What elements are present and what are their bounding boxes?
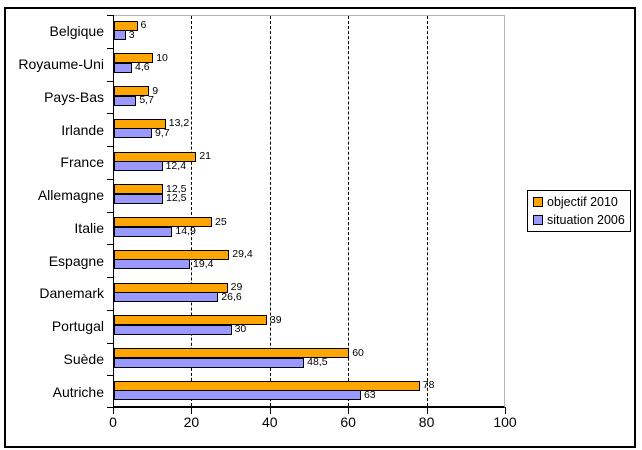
gridline-20 — [191, 16, 193, 406]
bar-objectif-2010-autriche — [114, 380, 420, 391]
bar-situation-2006-autriche — [114, 390, 361, 401]
category-label-france: France — [60, 154, 104, 171]
bar-situation-2006-italie — [114, 226, 173, 237]
category-tick — [107, 178, 114, 180]
bar-value-label-objectif-2010-pays-bas: 9 — [152, 84, 159, 97]
x-axis-label-100: 100 — [493, 414, 517, 430]
bar-situation-2006-belgique — [114, 30, 126, 41]
bar-value-label-objectif-2010-espagne: 29,4 — [232, 248, 253, 261]
gridline-80 — [426, 16, 428, 406]
bar-objectif-2010-italie — [114, 217, 212, 228]
bar-objectif-2010-suede — [114, 348, 350, 359]
category-tick — [107, 277, 114, 278]
category-label-danemark: Danemark — [39, 285, 104, 302]
gridline-60 — [348, 16, 350, 406]
category-tick — [107, 146, 114, 147]
x-axis-tick-60 — [348, 407, 350, 414]
x-axis-label-20: 20 — [183, 414, 200, 430]
category-tick — [107, 342, 114, 344]
bar-value-label-situation-2006-royaume-uni: 4,6 — [135, 61, 150, 74]
bar-objectif-2010-allemagne — [114, 184, 163, 195]
bar-value-label-situation-2006-irlande: 9,7 — [155, 126, 170, 139]
category-tick — [107, 244, 114, 246]
plot-area: 6 3 10 4,6 9 5,7 13,2 9,7 21 12,4 12,5 12,5 25 14,9 29… — [113, 15, 505, 408]
category-label-royaume-uni: Royaume-Uni — [18, 56, 104, 73]
x-axis-tick-20 — [191, 407, 193, 414]
bar-situation-2006-suede — [114, 357, 305, 368]
category-label-irlande: Irlande — [61, 121, 104, 138]
bar-value-label-situation-2006-belgique: 3 — [128, 28, 135, 41]
category-label-pays-bas: Pays-Bas — [44, 88, 104, 105]
bar-value-label-situation-2006-suede: 48,5 — [307, 356, 328, 369]
bar-value-label-objectif-2010-belgique: 6 — [140, 19, 147, 32]
bar-value-label-objectif-2010-france: 21 — [199, 150, 211, 163]
category-label-belgique: Belgique — [49, 23, 105, 40]
category-label-allemagne: Allemagne — [37, 187, 104, 204]
x-axis-tick-40 — [269, 407, 271, 414]
category-label-portugal: Portugal — [51, 318, 104, 335]
category-tick — [107, 211, 114, 213]
legend-label-situation-2006: situation 2006 — [547, 213, 625, 227]
bar-value-label-situation-2006-danemark: 26,6 — [221, 290, 242, 303]
x-axis-label-80: 80 — [418, 414, 435, 430]
category-label-autriche: Autriche — [52, 383, 104, 400]
gridline-40 — [269, 16, 271, 406]
bar-value-label-objectif-2010-allemagne: 12,5 — [166, 182, 187, 195]
bar-value-label-objectif-2010-danemark: 29 — [230, 281, 243, 294]
category-label-suede: Suède — [63, 350, 104, 367]
category-label-italie: Italie — [74, 219, 104, 236]
category-tick — [107, 113, 114, 115]
bar-situation-2006-france — [114, 161, 163, 172]
legend-swatch-objectif-2010 — [533, 197, 543, 207]
bar-value-label-situation-2006-france: 12,4 — [165, 159, 187, 172]
bar-objectif-2010-espagne — [114, 249, 230, 260]
category-tick — [107, 407, 114, 408]
bar-objectif-2010-royaume-uni — [114, 53, 154, 64]
bar-objectif-2010-irlande — [114, 118, 166, 129]
bar-value-label-objectif-2010-irlande: 13,2 — [168, 117, 190, 130]
bar-value-label-situation-2006-autriche: 63 — [363, 388, 376, 401]
bar-value-label-objectif-2010-royaume-uni: 10 — [156, 51, 168, 64]
x-axis-tick-100 — [505, 407, 506, 414]
x-axis-label-0: 0 — [109, 414, 117, 430]
bar-situation-2006-pays-bas — [114, 95, 137, 106]
bar-objectif-2010-pays-bas — [114, 86, 150, 97]
bar-value-label-situation-2006-pays-bas: 5,7 — [139, 94, 154, 107]
bar-value-label-objectif-2010-suede: 60 — [352, 346, 364, 359]
category-tick — [107, 375, 114, 377]
bar-objectif-2010-danemark — [114, 282, 228, 293]
category-label-espagne: Espagne — [48, 252, 104, 269]
bar-situation-2006-royaume-uni — [114, 62, 133, 73]
bar-value-label-objectif-2010-italie: 25 — [215, 215, 227, 228]
category-tick — [107, 80, 114, 82]
bar-value-label-situation-2006-italie: 14,9 — [175, 225, 196, 238]
category-tick — [107, 15, 114, 16]
bar-value-label-situation-2006-portugal: 30 — [234, 323, 247, 336]
legend-label-objectif-2010: objectif 2010 — [547, 195, 618, 209]
legend-swatch-situation-2006 — [533, 215, 543, 225]
bar-objectif-2010-france — [114, 151, 197, 162]
bar-situation-2006-danemark — [114, 292, 219, 303]
x-axis-label-40: 40 — [262, 414, 278, 430]
bar-situation-2006-espagne — [114, 259, 191, 270]
bar-value-label-situation-2006-espagne: 19,4 — [193, 257, 214, 270]
category-tick — [107, 309, 114, 311]
bar-objectif-2010-portugal — [114, 315, 267, 326]
bar-objectif-2010-belgique — [114, 20, 138, 31]
chart-outer-border — [4, 7, 636, 448]
bar-situation-2006-allemagne — [114, 193, 163, 204]
x-axis-tick-0 — [113, 407, 114, 414]
legend-item-situation-2006: situation 2006 — [533, 213, 630, 227]
legend-item-objectif-2010: objectif 2010 — [533, 195, 630, 209]
bar-situation-2006-portugal — [114, 324, 232, 335]
legend: objectif 2010 situation 2006 — [527, 190, 631, 232]
bar-value-label-objectif-2010-autriche: 78 — [422, 379, 435, 392]
category-tick — [107, 47, 114, 49]
bar-value-label-objectif-2010-portugal: 39 — [269, 313, 282, 326]
bar-situation-2006-irlande — [114, 128, 153, 139]
x-axis-tick-80 — [426, 407, 428, 414]
x-axis-label-60: 60 — [340, 414, 356, 430]
bar-value-label-situation-2006-allemagne: 12,5 — [166, 192, 187, 205]
